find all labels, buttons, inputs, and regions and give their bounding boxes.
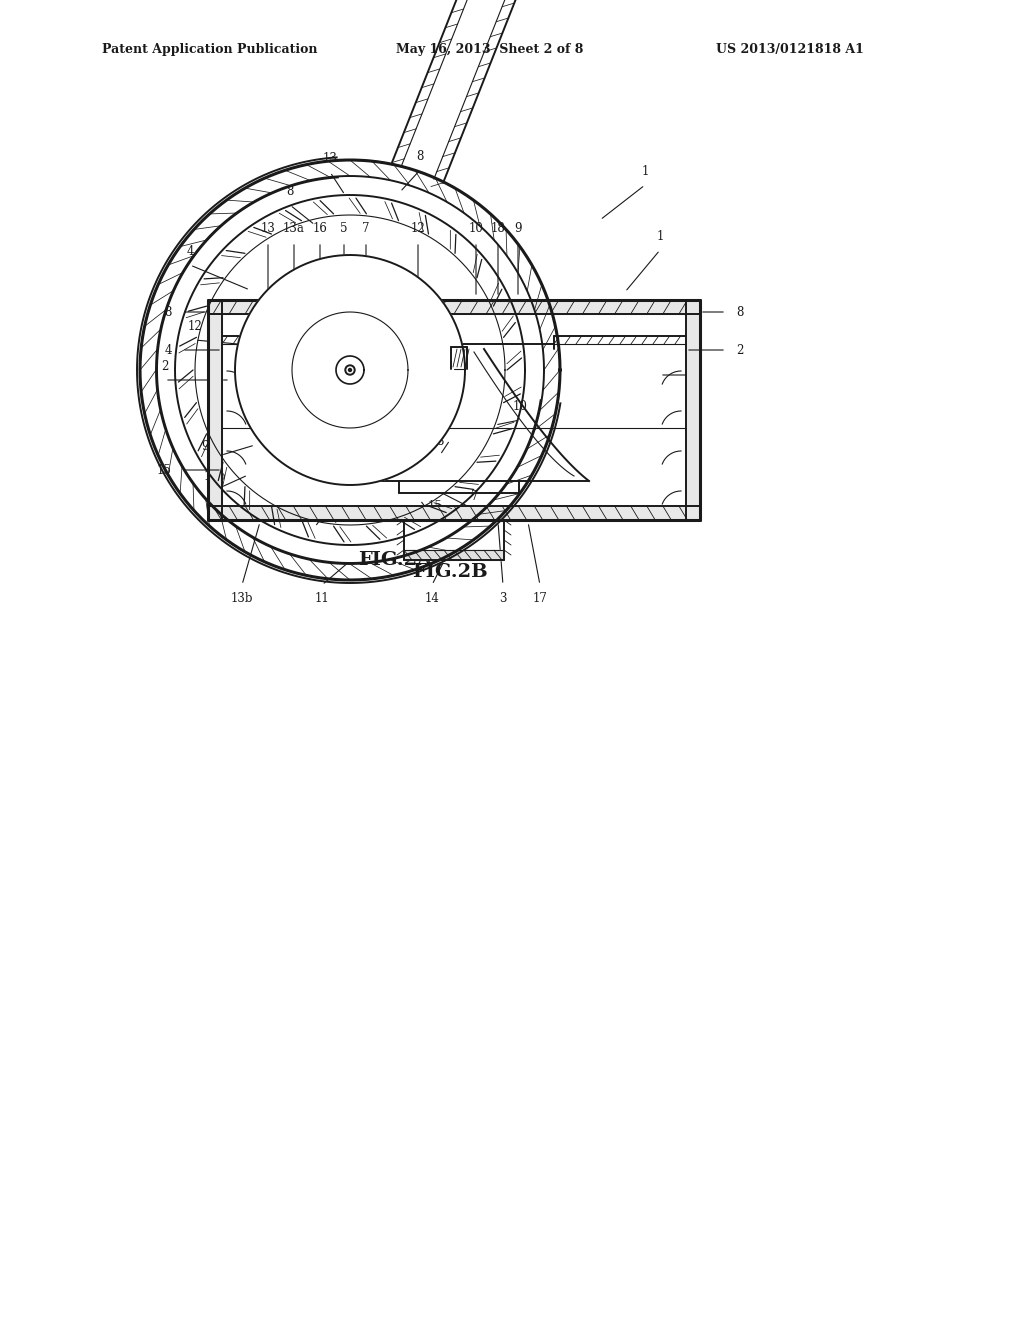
Text: 7: 7	[471, 490, 479, 503]
Text: 12: 12	[187, 319, 203, 333]
Text: Patent Application Publication: Patent Application Publication	[102, 44, 317, 57]
Text: 9: 9	[202, 440, 209, 453]
Polygon shape	[208, 300, 222, 520]
Polygon shape	[292, 312, 408, 428]
Text: 13b: 13b	[230, 591, 253, 605]
Polygon shape	[208, 300, 700, 314]
Text: 7: 7	[362, 222, 370, 235]
Text: 8: 8	[417, 150, 424, 162]
Text: 1: 1	[656, 230, 664, 243]
Text: 11: 11	[314, 591, 330, 605]
Text: 13b: 13b	[204, 470, 226, 483]
Text: 8: 8	[736, 305, 743, 318]
Text: 1: 1	[641, 165, 648, 178]
Text: 2: 2	[162, 360, 169, 374]
Text: 13a: 13a	[283, 222, 305, 235]
Circle shape	[345, 366, 355, 375]
Text: 15: 15	[428, 500, 442, 513]
Text: 5: 5	[340, 222, 348, 235]
Text: 4: 4	[165, 343, 172, 356]
Text: 17: 17	[532, 591, 548, 605]
Text: 16: 16	[312, 222, 328, 235]
Polygon shape	[404, 550, 504, 560]
Text: 12: 12	[411, 222, 425, 235]
Text: 6: 6	[691, 355, 698, 368]
Text: FIG.2B: FIG.2B	[412, 564, 487, 581]
Text: May 16, 2013  Sheet 2 of 8: May 16, 2013 Sheet 2 of 8	[396, 44, 584, 57]
Text: 8: 8	[165, 305, 172, 318]
Polygon shape	[208, 506, 700, 520]
Text: 10: 10	[469, 222, 483, 235]
Circle shape	[348, 368, 351, 371]
Text: 9: 9	[514, 222, 522, 235]
Text: 4: 4	[186, 246, 194, 257]
Polygon shape	[234, 255, 465, 484]
Text: 3: 3	[500, 591, 507, 605]
Text: 2: 2	[736, 343, 743, 356]
Text: 13: 13	[323, 152, 338, 165]
Text: 17: 17	[307, 507, 323, 520]
Text: 13: 13	[260, 222, 275, 235]
Text: 8: 8	[287, 185, 294, 198]
Text: 18: 18	[490, 222, 506, 235]
Text: US 2013/0121818 A1: US 2013/0121818 A1	[716, 44, 864, 57]
Text: FIG.2A: FIG.2A	[357, 550, 432, 569]
Text: 8: 8	[436, 436, 443, 447]
Text: 10: 10	[513, 400, 527, 413]
Text: 14: 14	[425, 591, 439, 605]
Circle shape	[347, 367, 353, 374]
Polygon shape	[686, 300, 700, 520]
Polygon shape	[336, 356, 364, 384]
Text: 8: 8	[332, 506, 339, 517]
Polygon shape	[140, 160, 560, 579]
Text: 15: 15	[157, 463, 172, 477]
